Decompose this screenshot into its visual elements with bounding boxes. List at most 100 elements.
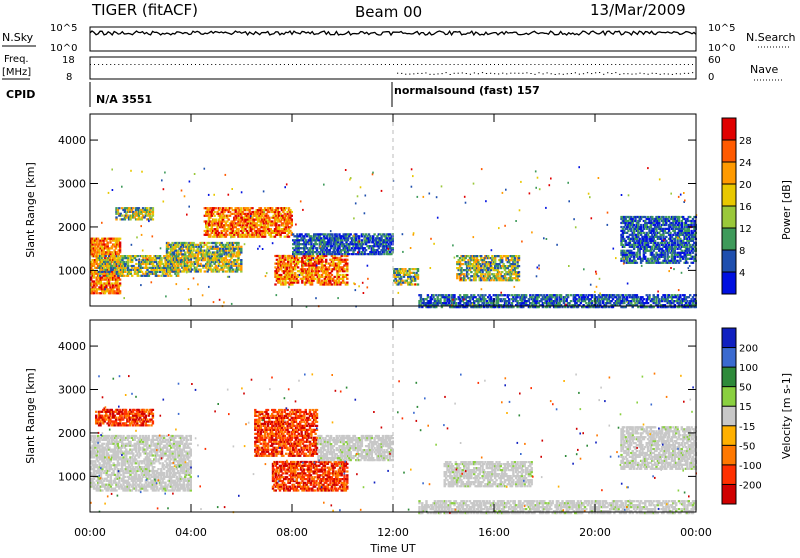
colorbar-swatch	[722, 328, 736, 348]
nave-dot	[482, 72, 483, 73]
nave-dot	[652, 73, 653, 74]
echo-region	[254, 409, 318, 457]
nave-dot	[462, 72, 463, 73]
nave-dot	[409, 74, 410, 75]
velocity-echo-layer	[90, 320, 697, 514]
freq-dot	[425, 64, 426, 65]
nave-dot	[510, 73, 511, 74]
freq-dot	[147, 64, 148, 65]
nave-dot	[672, 74, 673, 75]
freq-dot	[167, 64, 168, 65]
nave-dot	[648, 74, 649, 75]
echo-region	[444, 461, 533, 487]
nave-dot	[522, 73, 523, 74]
nave-dot	[599, 72, 600, 73]
colorbar-swatch	[722, 162, 736, 185]
freq-dot	[648, 64, 649, 65]
echo-region	[274, 255, 348, 286]
echo-region	[456, 255, 520, 281]
nave-dot	[401, 73, 402, 74]
nave-dot	[454, 73, 455, 74]
nave-dot	[506, 73, 507, 74]
freq-dot	[676, 64, 677, 65]
y-tick-label: 3000	[58, 384, 86, 397]
nave-dot	[413, 73, 414, 74]
freq-dot	[619, 64, 620, 65]
freq-dot	[312, 64, 313, 65]
freq-dot	[591, 64, 592, 65]
nave-dot	[502, 73, 503, 74]
y-tick-label: 4000	[58, 134, 86, 147]
power-ylabel: Slant Range [km]	[24, 162, 37, 258]
freq-dot	[276, 64, 277, 65]
colorbar-swatch	[722, 250, 736, 273]
nave-tick-bottom: 0	[708, 72, 714, 83]
nave-dot	[639, 73, 640, 74]
cpid-segment-1: N/A 3551	[96, 93, 152, 106]
nave-label: Nave	[750, 63, 778, 76]
freq-dot	[421, 64, 422, 65]
time-tick-label: 16:00	[478, 526, 510, 539]
freq-dot	[90, 64, 91, 65]
freq-dot	[179, 64, 180, 65]
freq-dot	[203, 64, 204, 65]
echo-region	[620, 426, 697, 470]
freq-dot	[627, 64, 628, 65]
colorbar-swatch	[722, 367, 736, 387]
freq-dot	[122, 64, 123, 65]
freq-dot	[446, 64, 447, 65]
freq-dot	[183, 64, 184, 65]
freq-dot	[155, 64, 156, 65]
nave-dot	[417, 73, 418, 74]
freq-dot	[454, 64, 455, 65]
nave-dot	[567, 73, 568, 74]
freq-dot	[381, 64, 382, 65]
nave-dot	[470, 74, 471, 75]
echo-region	[272, 461, 349, 492]
freq-nave-trace	[90, 64, 693, 75]
scatter-echoes	[101, 166, 697, 308]
freq-dot	[114, 64, 115, 65]
freq-dot	[248, 64, 249, 65]
freq-dot	[288, 64, 289, 65]
echo-region	[292, 233, 394, 255]
nave-dot	[397, 73, 398, 74]
freq-dot	[187, 64, 188, 65]
echo-region	[204, 207, 293, 238]
freq-dot	[143, 64, 144, 65]
nave-dot	[551, 73, 552, 74]
freq-dot	[635, 64, 636, 65]
freq-dot	[163, 64, 164, 65]
nave-dot	[526, 72, 527, 73]
nave-dot	[684, 73, 685, 74]
freq-tick-bottom: 8	[66, 72, 72, 83]
freq-dot	[361, 64, 362, 65]
freq-dot	[611, 64, 612, 65]
freq-dot	[260, 64, 261, 65]
nave-dot	[660, 74, 661, 75]
freq-dot	[191, 64, 192, 65]
freq-dot	[534, 64, 535, 65]
freq-dot	[474, 64, 475, 65]
freq-dot	[652, 64, 653, 65]
nsky-label: N.Sky	[2, 31, 34, 44]
nave-dot	[603, 74, 604, 75]
colorbar-swatch	[722, 206, 736, 229]
freq-dot	[98, 64, 99, 65]
freq-dot	[219, 64, 220, 65]
power-colorbar-label: Power [dB]	[780, 180, 793, 240]
freq-dot	[563, 64, 564, 65]
freq-dot	[126, 64, 127, 65]
freq-dot	[252, 64, 253, 65]
freq-label: Freq.	[4, 54, 29, 65]
freq-dot	[482, 64, 483, 65]
nave-dot	[450, 74, 451, 75]
freq-dot	[583, 64, 584, 65]
nave-dot	[543, 73, 544, 74]
freq-dot	[466, 64, 467, 65]
colorbar-tick-label: 50	[739, 383, 752, 394]
nave-dot	[429, 74, 430, 75]
freq-dot	[514, 64, 515, 65]
colorbar-tick-label: 20	[739, 180, 752, 191]
freq-dot	[357, 64, 358, 65]
